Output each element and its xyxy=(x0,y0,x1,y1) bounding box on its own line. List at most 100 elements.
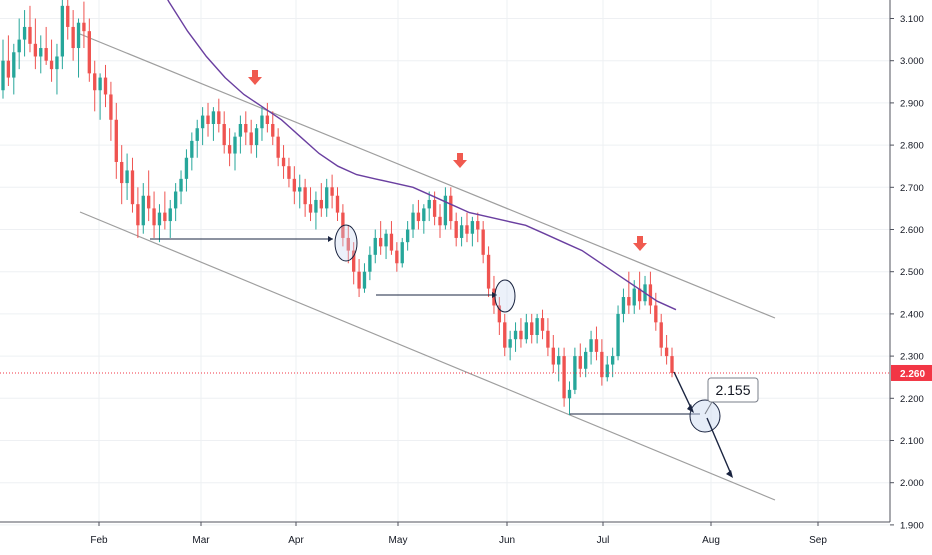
candle-body xyxy=(610,356,615,365)
candle-body xyxy=(217,111,221,124)
candle-body xyxy=(562,356,566,399)
candle-body xyxy=(654,305,658,323)
candle-body xyxy=(405,229,410,243)
resistance-arrow-3-shaft xyxy=(637,236,643,244)
candle-body xyxy=(254,128,259,146)
price-tick-label: 1.900 xyxy=(900,520,924,531)
candle-body xyxy=(227,145,232,154)
candle-body xyxy=(352,250,356,272)
candle-body xyxy=(308,204,313,213)
candle-body xyxy=(335,195,340,213)
time-tick-label: Apr xyxy=(288,535,304,546)
candle-body xyxy=(422,208,426,222)
candle-body xyxy=(373,237,377,255)
projection-arrow-1-head xyxy=(687,404,694,413)
price-tick-label: 2.500 xyxy=(900,267,924,278)
candle-body xyxy=(546,330,550,348)
candle-body xyxy=(6,60,11,78)
candle-body xyxy=(378,237,383,247)
candle-body xyxy=(465,225,469,234)
price-tick-label: 3.000 xyxy=(900,56,924,67)
channel-lower-line xyxy=(79,211,776,501)
candle-body xyxy=(637,288,642,302)
candle-body xyxy=(627,297,631,306)
candle-body xyxy=(605,364,609,378)
candle-body xyxy=(206,115,210,124)
candle-body xyxy=(276,136,280,158)
channel-upper-line xyxy=(79,33,776,319)
candle-body xyxy=(265,115,270,124)
candle-body xyxy=(60,5,65,57)
candle-body xyxy=(497,305,502,323)
price-tick-label: 2.900 xyxy=(900,98,924,109)
annotations: 2.155 xyxy=(0,70,890,478)
resistance-arrow-1-head xyxy=(248,77,262,85)
candle-body xyxy=(346,237,350,251)
moving-average-line xyxy=(167,0,677,311)
candle-body xyxy=(427,199,431,209)
candle-body xyxy=(114,119,118,162)
price-channel xyxy=(79,33,776,501)
candle-body xyxy=(594,339,599,352)
candle-body xyxy=(632,288,636,306)
candle-body xyxy=(190,140,194,158)
candle-body xyxy=(362,271,367,289)
candle-body xyxy=(584,351,588,369)
candle-body xyxy=(573,356,577,390)
candle-body xyxy=(281,157,286,167)
candle-body xyxy=(384,233,388,247)
candle-body xyxy=(260,115,264,129)
candle-body xyxy=(314,199,318,213)
price-tick-label: 2.700 xyxy=(900,183,924,194)
candle-body xyxy=(146,195,151,209)
candle-body xyxy=(125,170,129,184)
candle-body xyxy=(659,322,663,348)
candle-body xyxy=(449,195,453,222)
candle-body xyxy=(492,288,496,306)
candle-body xyxy=(395,250,399,264)
candle-body xyxy=(179,178,183,192)
time-tick-label: Feb xyxy=(90,535,108,546)
breakout-ellipse-1 xyxy=(334,224,358,262)
candle-body xyxy=(55,56,59,70)
candle-body xyxy=(292,178,297,192)
price-tick-label: 3.100 xyxy=(900,14,924,25)
candle-body xyxy=(298,187,302,192)
grid xyxy=(0,0,890,526)
candle-body xyxy=(600,351,604,378)
candle-body xyxy=(400,242,404,264)
current-price-badge xyxy=(891,364,932,381)
candle-body xyxy=(195,128,199,141)
candle-body xyxy=(508,339,512,348)
price-tick-label: 2.000 xyxy=(900,478,924,489)
candle-body xyxy=(486,254,491,289)
candle-body xyxy=(22,26,27,40)
candle-body xyxy=(12,52,16,78)
candle-body xyxy=(136,204,140,226)
candle-body xyxy=(648,284,653,306)
candle-body xyxy=(389,233,394,251)
resistance-arrow-3-head xyxy=(633,243,647,251)
price-axis: 3.100 3.000 2.900 2.800 2.700 2.600 2.500 2.400… xyxy=(889,0,932,531)
candle-body xyxy=(557,356,561,365)
candle-body xyxy=(238,124,243,137)
candle-body xyxy=(438,216,442,226)
moving-average xyxy=(167,0,677,311)
candle-body xyxy=(303,187,307,205)
price-tick-label: 2.600 xyxy=(900,225,924,236)
candle-body xyxy=(184,157,189,179)
candle-body xyxy=(173,191,178,209)
resistance-arrow-1-shaft xyxy=(252,70,258,78)
candle-body xyxy=(71,26,75,49)
candle-body xyxy=(481,229,485,255)
candle-body xyxy=(664,347,669,357)
candle-body xyxy=(249,132,253,146)
projection-arrow-2-head xyxy=(726,470,733,478)
candle-body xyxy=(141,195,145,226)
candle-body xyxy=(530,322,534,335)
candle-body xyxy=(222,124,226,146)
candle-body xyxy=(103,77,108,95)
price-axis-bg xyxy=(891,0,932,522)
candle-body xyxy=(330,187,334,196)
